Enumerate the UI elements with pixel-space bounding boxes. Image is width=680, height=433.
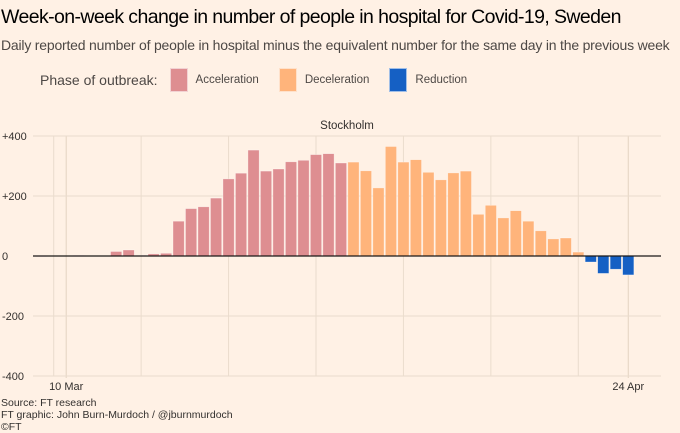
bar	[397, 161, 410, 257]
bar	[210, 197, 222, 257]
bar	[185, 208, 197, 257]
legend-swatch-deceleration	[278, 68, 297, 92]
bar	[559, 237, 572, 257]
bar	[609, 255, 622, 270]
footer-copyright: ©FT	[1, 421, 22, 433]
bar	[497, 217, 510, 257]
footer-source: Source: FT research	[1, 397, 97, 409]
y-tick-label: 0	[2, 251, 8, 263]
panel-title: Stockholm	[320, 120, 374, 132]
chart-title: Week-on-week change in number of people …	[1, 6, 621, 28]
bar	[122, 249, 135, 257]
bar	[584, 255, 597, 263]
bar	[197, 206, 210, 257]
bar	[272, 168, 285, 257]
bar	[322, 153, 335, 257]
bar	[472, 214, 485, 257]
legend-swatch-reduction	[389, 68, 408, 92]
bar	[434, 179, 447, 257]
bar	[547, 238, 560, 257]
legend-swatch-acceleration	[169, 68, 188, 92]
bar	[285, 161, 297, 257]
bar	[297, 160, 310, 257]
bar	[509, 210, 522, 257]
legend-item-deceleration: Deceleration	[304, 74, 370, 86]
bar	[247, 149, 260, 257]
bar	[372, 187, 385, 257]
bar	[410, 159, 422, 257]
bar	[534, 230, 547, 257]
bar	[310, 154, 322, 257]
footer-graphic-credit: FT graphic: John Burn-Murdoch / @jburnmu…	[1, 409, 233, 421]
bar	[360, 170, 372, 257]
y-tick-label: -400	[2, 371, 24, 383]
bar	[172, 220, 185, 257]
bar	[385, 146, 397, 257]
bar	[484, 205, 497, 257]
y-tick-label: -200	[2, 311, 24, 323]
legend-label: Phase of outbreak:	[40, 72, 158, 88]
y-tick-label: +400	[2, 131, 27, 143]
bar	[597, 255, 610, 274]
bar	[447, 172, 460, 257]
bar	[222, 178, 235, 257]
bar	[459, 170, 472, 257]
bar	[347, 161, 360, 257]
legend-item-acceleration: Acceleration	[195, 74, 259, 86]
legend-item-reduction: Reduction	[415, 74, 468, 86]
bar	[110, 251, 123, 257]
y-tick-label: +200	[2, 191, 27, 203]
x-tick-label: 10 Mar	[49, 381, 84, 393]
bar	[260, 170, 272, 257]
legend: Phase of outbreak: Acceleration Decelera…	[40, 68, 487, 92]
x-tick-label: 24 Apr	[612, 381, 644, 393]
chart-subtitle: Daily reported number of people in hospi…	[1, 37, 670, 53]
bar	[235, 172, 247, 257]
bar	[422, 172, 435, 257]
bar	[522, 220, 535, 257]
bar	[335, 162, 347, 257]
bar	[622, 255, 635, 276]
